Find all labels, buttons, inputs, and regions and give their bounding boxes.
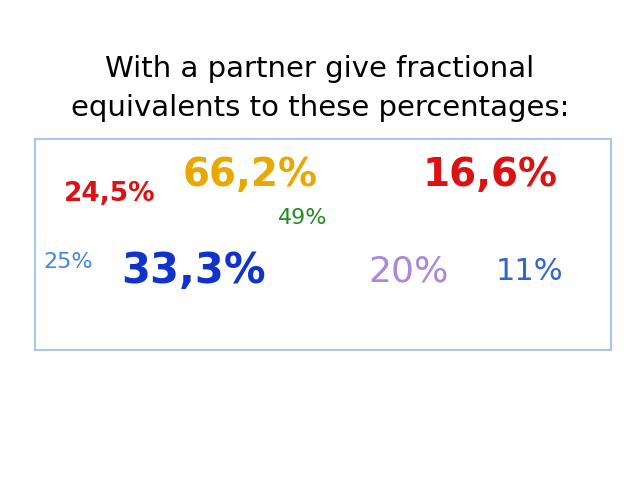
Text: With a partner give fractional: With a partner give fractional bbox=[106, 55, 534, 83]
Text: 33,3%: 33,3% bbox=[122, 250, 266, 292]
Text: equivalents to these percentages:: equivalents to these percentages: bbox=[71, 94, 569, 121]
Text: 25%: 25% bbox=[44, 252, 93, 272]
Text: 16,6%: 16,6% bbox=[422, 156, 557, 194]
Text: 11%: 11% bbox=[496, 257, 564, 286]
Text: 66,2%: 66,2% bbox=[182, 156, 317, 194]
Text: 49%: 49% bbox=[278, 208, 328, 228]
Text: 20%: 20% bbox=[368, 254, 449, 288]
FancyBboxPatch shape bbox=[35, 139, 611, 350]
Text: 24,5%: 24,5% bbox=[64, 181, 156, 207]
